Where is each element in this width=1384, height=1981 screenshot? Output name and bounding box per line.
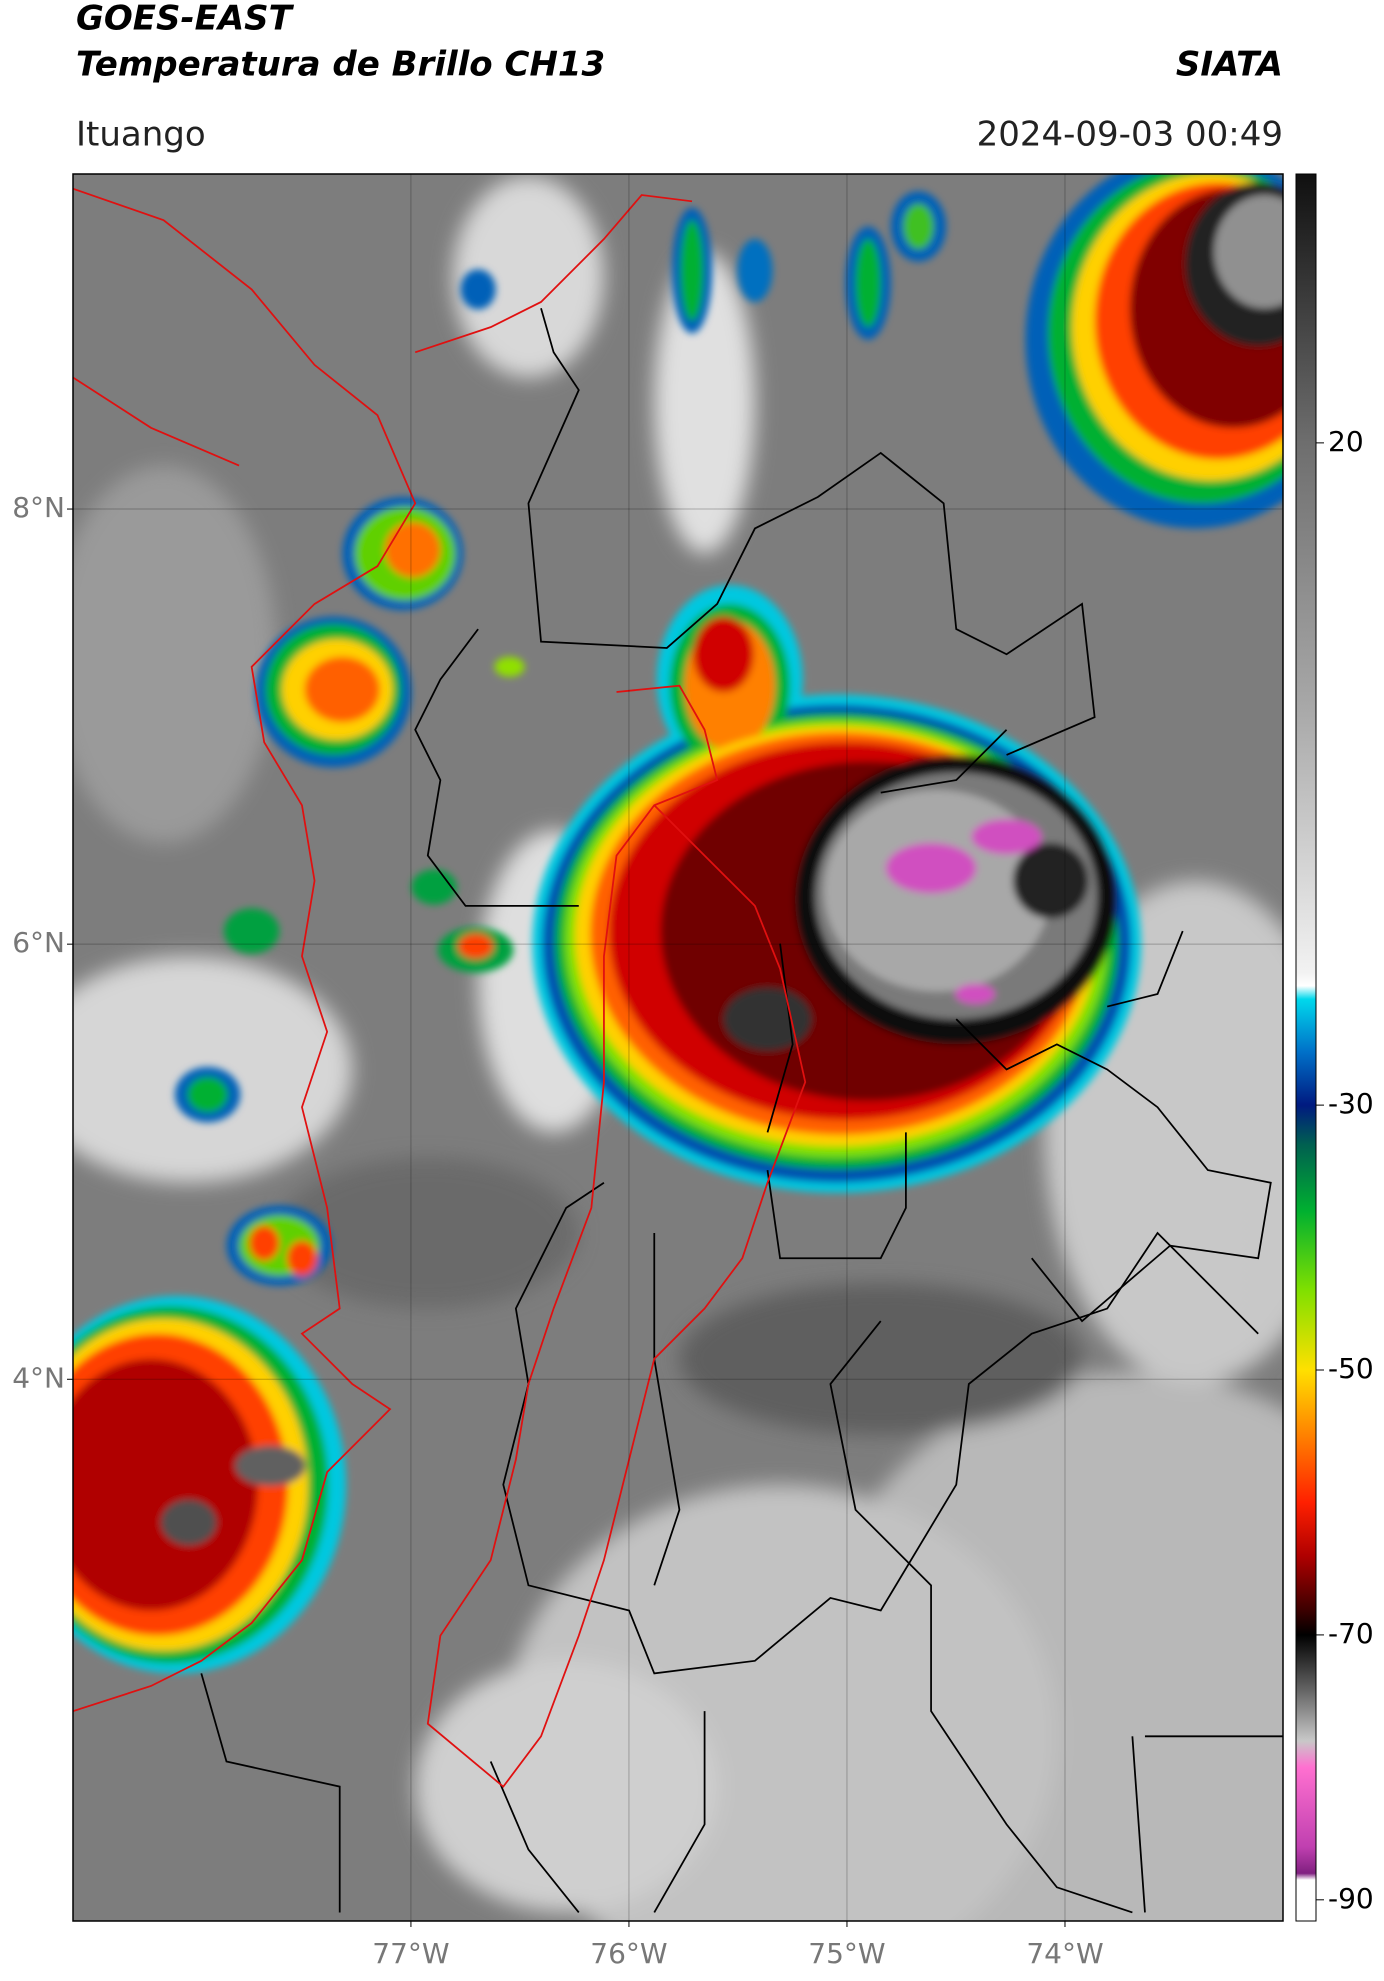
lon-tick-label: 74°W [1026,1937,1103,1970]
lon-tick-label: 75°W [808,1937,885,1970]
lat-tick-label: 4°N [12,1361,65,1394]
timestamp: 2024-09-03 00:49 [977,115,1283,155]
colorbar-tick-label: 20 [1328,425,1364,458]
location: Ituango [76,115,206,155]
colorbar [1296,174,1316,1921]
title: GOES-EAST [76,0,295,39]
colorbar-frame [1295,173,1317,1922]
lat-tick-label: 6°N [12,926,65,959]
colorbar-tick-label: -30 [1328,1087,1374,1120]
colorbar-tick-label: -50 [1328,1352,1374,1385]
colorbar-tick-label: -90 [1328,1882,1374,1915]
map-frame [72,173,1284,1922]
subtitle: Temperatura de Brillo CH13 [76,45,605,85]
brand: SIATA [1176,45,1283,85]
lon-tick-label: 76°W [590,1937,667,1970]
satellite-image [73,174,1283,1921]
lat-tick-label: 8°N [12,491,65,524]
colorbar-tick-label: -70 [1328,1617,1374,1650]
lon-tick-label: 77°W [372,1937,449,1970]
